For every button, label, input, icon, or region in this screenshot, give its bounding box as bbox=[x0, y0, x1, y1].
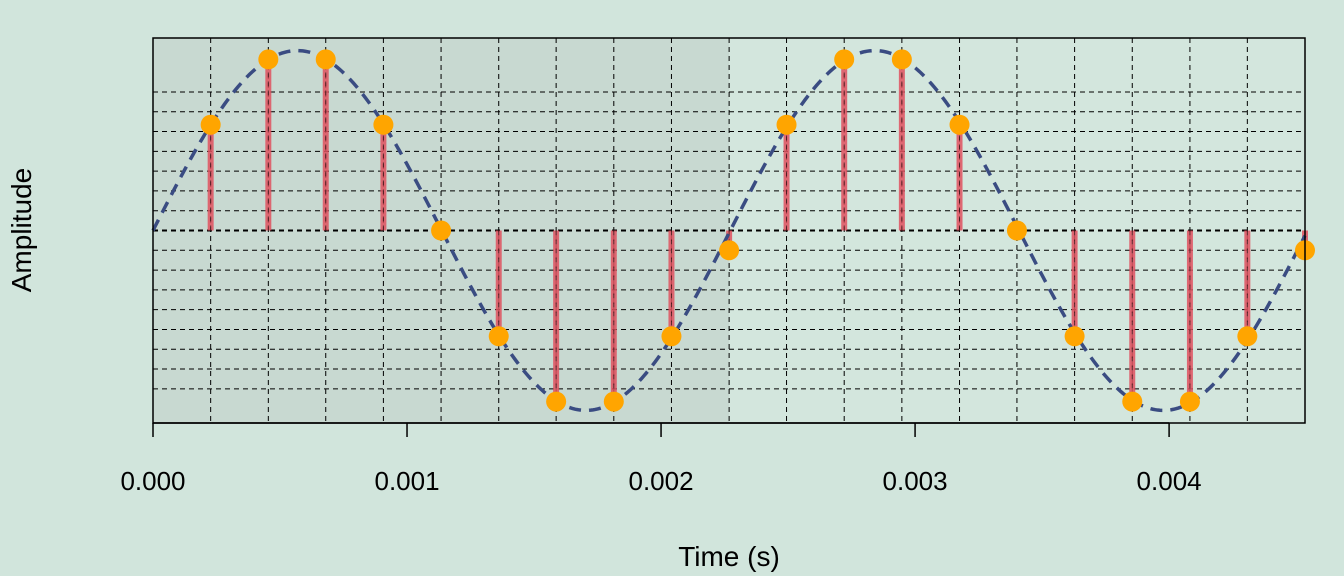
sample-point bbox=[546, 391, 567, 412]
sample-point bbox=[1064, 326, 1085, 347]
x-tick-label: 0.002 bbox=[629, 466, 694, 496]
sample-point bbox=[258, 49, 279, 70]
x-tick-label: 0.001 bbox=[374, 466, 439, 496]
sample-point bbox=[891, 49, 912, 70]
sample-point bbox=[776, 114, 797, 135]
sample-point bbox=[1237, 326, 1258, 347]
sample-stems bbox=[207, 59, 1308, 402]
sample-point bbox=[949, 114, 970, 135]
sample-point bbox=[719, 240, 740, 261]
sample-point bbox=[1179, 391, 1200, 412]
sample-point bbox=[603, 391, 624, 412]
sample-point bbox=[315, 49, 336, 70]
x-tick-label: 0.000 bbox=[120, 466, 185, 496]
sample-points bbox=[200, 49, 1315, 412]
sample-point bbox=[200, 114, 221, 135]
x-tick-label: 0.004 bbox=[1137, 466, 1202, 496]
x-axis: 0.000 0.001 0.002 0.003 0.004 bbox=[120, 422, 1202, 496]
x-axis-title: Time (s) bbox=[678, 541, 780, 572]
sample-point bbox=[373, 114, 394, 135]
sample-point bbox=[661, 326, 682, 347]
sample-point bbox=[834, 49, 855, 70]
sample-point bbox=[1006, 220, 1027, 241]
y-axis-title: Amplitude bbox=[6, 168, 37, 293]
sample-point bbox=[488, 326, 509, 347]
x-tick-label: 0.003 bbox=[883, 466, 948, 496]
sample-point bbox=[431, 220, 452, 241]
sample-point bbox=[1122, 391, 1143, 412]
